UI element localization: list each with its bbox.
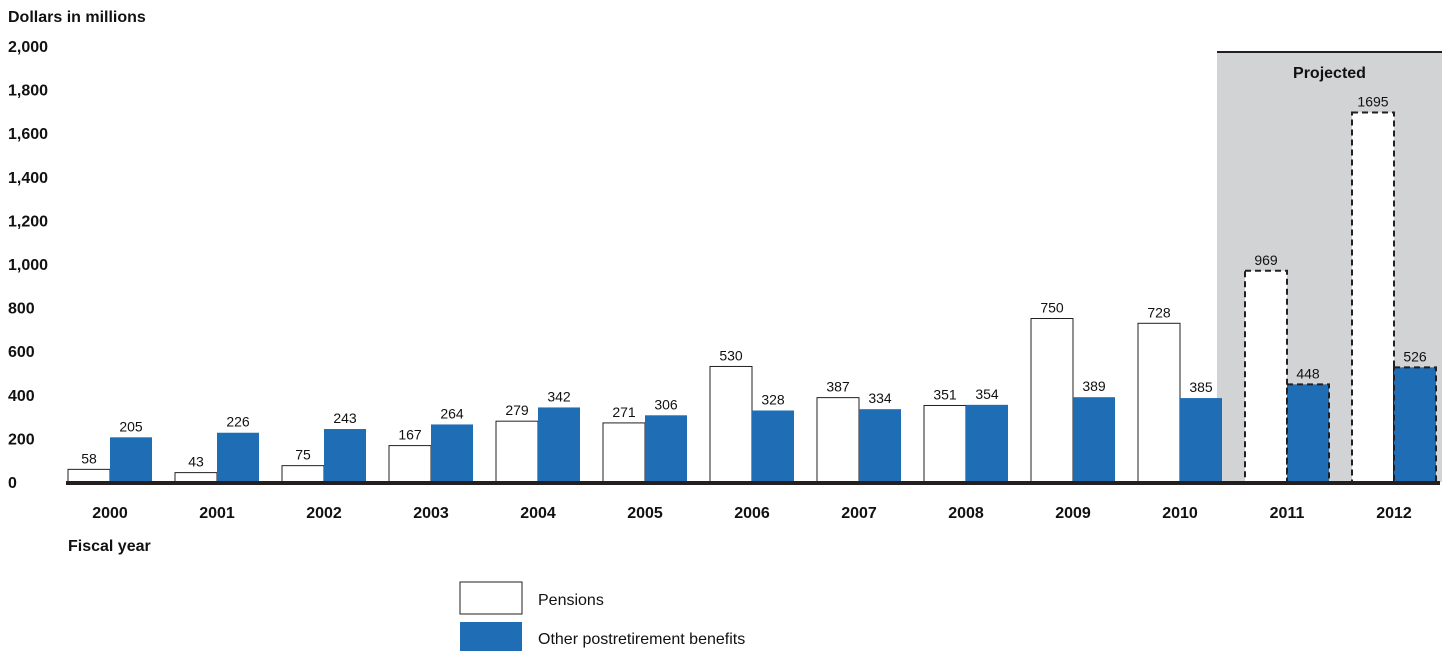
data-label-other-2008: 354	[975, 386, 999, 402]
data-label-other-2002: 243	[333, 410, 357, 426]
x-tick-2001: 2001	[199, 505, 235, 522]
x-tick-2007: 2007	[841, 505, 877, 522]
bar-other-2009	[1073, 397, 1115, 482]
bar-other-2000	[110, 437, 152, 482]
data-label-other-2005: 306	[654, 396, 678, 412]
bar-pensions-2012	[1351, 111, 1395, 484]
y-tick-400: 400	[8, 388, 35, 405]
legend-swatch-pensions	[459, 581, 523, 615]
data-label-other-2007: 334	[868, 390, 892, 406]
y-tick-1200: 1,200	[8, 213, 48, 230]
data-label-pensions-2000: 58	[81, 450, 97, 466]
y-tick-2000: 2,000	[8, 39, 48, 56]
bar-pensions-2003	[388, 445, 432, 483]
x-tick-2012: 2012	[1376, 505, 1412, 522]
bar-other-2012	[1393, 366, 1437, 483]
y-tick-1800: 1,800	[8, 83, 48, 100]
bar-other-2002	[324, 429, 366, 482]
bar-other-2006	[752, 410, 794, 482]
x-tick-2005: 2005	[627, 505, 663, 522]
data-label-other-2001: 226	[226, 414, 250, 430]
y-tick-600: 600	[8, 344, 35, 361]
x-tick-2006: 2006	[734, 505, 770, 522]
x-tick-2003: 2003	[413, 505, 449, 522]
bar-pensions-2010	[1137, 322, 1181, 483]
y-tick-800: 800	[8, 301, 35, 318]
data-label-other-2000: 205	[119, 418, 143, 434]
data-label-pensions-2009: 750	[1040, 300, 1064, 316]
data-label-pensions-2004: 279	[505, 402, 529, 418]
bar-other-2008	[966, 404, 1008, 482]
legend-label-other: Other postretirement benefits	[538, 631, 745, 648]
data-label-other-2003: 264	[440, 405, 464, 421]
y-tick-0: 0	[8, 475, 17, 492]
x-tick-2008: 2008	[948, 505, 984, 522]
bar-pensions-2007	[816, 397, 860, 483]
data-label-pensions-2007: 387	[826, 379, 850, 395]
data-label-pensions-2012: 1695	[1357, 93, 1388, 109]
bar-pensions-2005	[602, 422, 646, 483]
bar-pensions-2006	[709, 365, 753, 483]
x-axis-title: Fiscal year	[68, 538, 151, 555]
data-label-pensions-2003: 167	[398, 427, 422, 443]
y-axis-title: Dollars in millions	[8, 9, 146, 26]
bar-pensions-2002	[281, 465, 325, 483]
data-label-pensions-2001: 43	[188, 454, 204, 470]
bar-pensions-2000	[67, 468, 111, 483]
data-label-other-2010: 385	[1189, 379, 1213, 395]
x-tick-2009: 2009	[1055, 505, 1091, 522]
data-label-other-2004: 342	[547, 388, 571, 404]
data-label-pensions-2011: 969	[1254, 252, 1278, 268]
data-label-pensions-2010: 728	[1147, 304, 1171, 320]
data-label-pensions-2006: 530	[719, 347, 743, 363]
x-tick-2011: 2011	[1270, 505, 1305, 522]
data-label-pensions-2002: 75	[295, 447, 311, 463]
data-label-pensions-2005: 271	[612, 404, 636, 420]
bar-other-2001	[217, 432, 259, 482]
bar-pensions-2009	[1030, 318, 1074, 483]
bar-other-2011	[1286, 383, 1330, 483]
y-tick-1000: 1,000	[8, 257, 48, 274]
data-label-pensions-2008: 351	[933, 386, 957, 402]
bar-pensions-2004	[495, 420, 539, 483]
x-tick-2004: 2004	[520, 505, 556, 522]
legend-swatch-other	[460, 622, 522, 651]
bar-other-2007	[859, 409, 901, 482]
data-label-other-2006: 328	[761, 391, 785, 407]
bar-other-2005	[645, 415, 687, 482]
bar-pensions-2011	[1244, 269, 1288, 483]
y-tick-1600: 1,600	[8, 126, 48, 143]
bar-other-2010	[1180, 398, 1222, 482]
x-tick-2000: 2000	[92, 505, 128, 522]
bar-other-2003	[431, 424, 473, 482]
x-tick-2010: 2010	[1162, 505, 1198, 522]
data-label-other-2009: 389	[1082, 378, 1106, 394]
y-tick-1400: 1,400	[8, 170, 48, 187]
x-tick-2002: 2002	[306, 505, 342, 522]
projected-label: Projected	[1293, 65, 1366, 82]
legend-label-pensions: Pensions	[538, 592, 604, 609]
y-tick-200: 200	[8, 431, 35, 448]
bar-other-2004	[538, 407, 580, 482]
bar-pensions-2001	[174, 472, 218, 483]
bar-pensions-2008	[923, 404, 967, 483]
data-label-other-2012: 526	[1403, 348, 1427, 364]
data-label-other-2011: 448	[1296, 365, 1320, 381]
